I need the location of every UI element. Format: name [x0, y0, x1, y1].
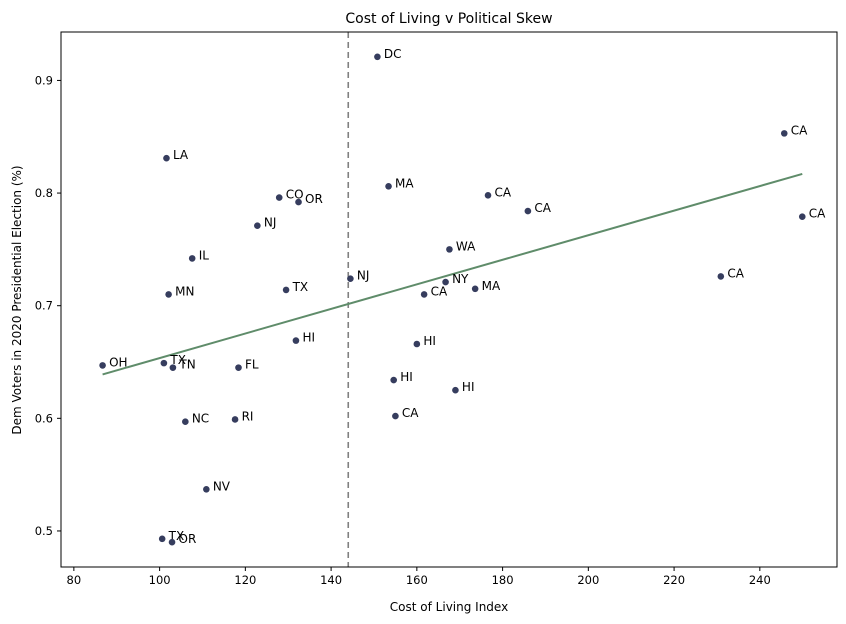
point-label: NY [452, 272, 469, 286]
y-tick-label: 0.6 [35, 411, 53, 425]
data-point [442, 278, 449, 286]
data-point [169, 364, 177, 371]
point-label: CA [791, 123, 808, 137]
point-label: IL [199, 248, 210, 262]
x-tick-label: 160 [406, 573, 428, 587]
data-point [392, 412, 399, 420]
data-point [420, 291, 428, 298]
x-tick-label: 240 [749, 573, 771, 587]
data-point [390, 376, 397, 384]
point-label: RI [242, 409, 254, 423]
point-label: CA [727, 266, 744, 280]
point-label: MN [175, 284, 194, 298]
point-label: OR [305, 192, 323, 206]
point-label: DC [384, 47, 402, 61]
point-label: NJ [357, 269, 370, 283]
chart-title: Cost of Living v Political Skew [345, 11, 552, 27]
data-point [231, 416, 239, 423]
data-point [452, 386, 459, 394]
data-point [188, 255, 196, 262]
data-point [295, 198, 302, 206]
data-point [203, 485, 210, 493]
point-label: OH [109, 355, 127, 369]
data-point [165, 291, 172, 298]
data-point [99, 362, 106, 369]
point-label: TN [178, 358, 195, 372]
plot-frame [60, 31, 838, 568]
x-tick-label: 220 [663, 573, 685, 587]
point-label: OR [179, 532, 197, 546]
x-axis-label: Cost of Living Index [390, 600, 508, 614]
point-label: CO [286, 188, 304, 202]
point-label: FL [245, 358, 259, 372]
point-label: CA [809, 207, 826, 221]
data-point [275, 194, 283, 201]
x-tick-label: 200 [577, 573, 599, 587]
point-label: CA [534, 201, 551, 215]
x-tick-label: 140 [320, 573, 342, 587]
point-label: NC [192, 412, 209, 426]
data-point [282, 286, 290, 294]
point-label: HI [423, 334, 436, 348]
y-axis: 0.5 0.6 0.7 0.8 0.9 [35, 73, 61, 538]
data-point [717, 273, 725, 280]
y-tick-label: 0.8 [35, 186, 53, 200]
point-label: NJ [264, 216, 277, 230]
x-tick-label: 120 [234, 573, 256, 587]
trend-line [102, 172, 803, 376]
point-label: CA [402, 406, 419, 420]
data-point [254, 222, 261, 230]
point-label: CA [431, 284, 448, 298]
data-point [160, 359, 168, 367]
y-axis-label: Dem Voters in 2020 Presidential Election… [10, 165, 24, 434]
y-tick-label: 0.5 [35, 524, 53, 538]
data-point [163, 154, 170, 162]
point-label: TX [169, 353, 186, 367]
data-point [292, 337, 300, 344]
data-point [347, 275, 354, 282]
data-point [374, 53, 381, 61]
data-point [385, 183, 392, 190]
data-point [446, 246, 453, 253]
point-label: CA [495, 185, 512, 199]
x-tick-label: 100 [149, 573, 171, 587]
x-axis: 80 100 120 140 160 180 200 220 240 [67, 567, 771, 587]
data-point [413, 340, 421, 348]
data-point [798, 213, 806, 221]
point-label: MA [395, 176, 414, 190]
x-tick-label: 80 [67, 573, 82, 587]
point-label: HI [302, 331, 315, 345]
point-label: HI [462, 380, 475, 394]
data-point [182, 418, 189, 426]
y-tick-label: 0.7 [35, 299, 53, 313]
data-point [524, 207, 532, 215]
x-tick-label: 180 [492, 573, 514, 587]
y-tick-label: 0.9 [35, 73, 53, 87]
point-label: NV [213, 479, 231, 493]
data-point [235, 364, 242, 371]
data-point [158, 535, 166, 543]
data-point [780, 130, 788, 137]
point-label: WA [456, 239, 476, 253]
point-label: LA [173, 148, 189, 162]
data-point [168, 538, 176, 546]
point-label: HI [400, 370, 413, 384]
point-label: TX [292, 280, 309, 294]
point-label: MA [482, 279, 501, 293]
data-point [471, 285, 479, 293]
data-point [484, 192, 492, 199]
